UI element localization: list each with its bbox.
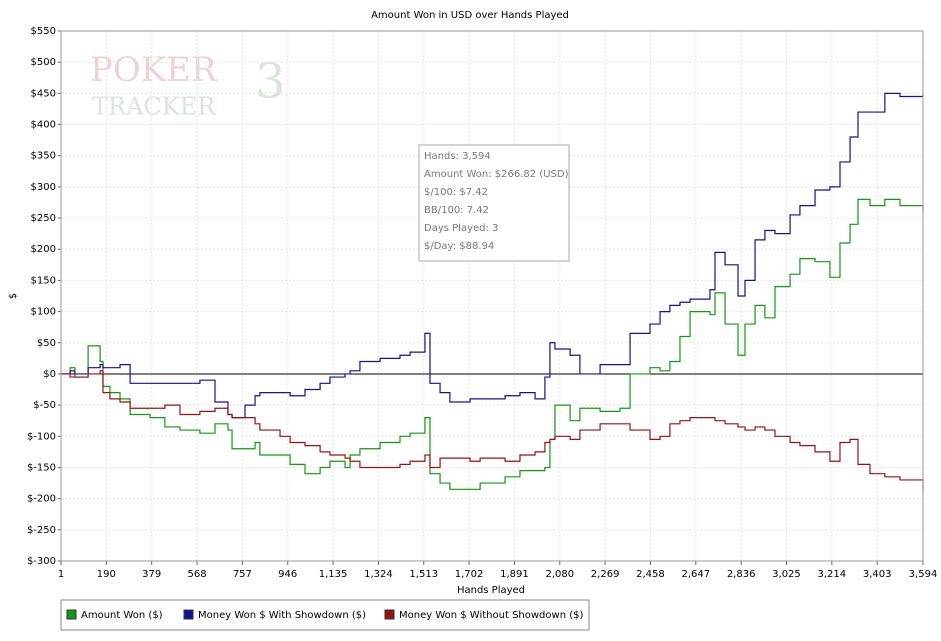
x-tick-label: 2,836 xyxy=(727,569,756,580)
x-tick-label: 2,647 xyxy=(681,569,710,580)
watermark-text: POKER xyxy=(90,50,218,90)
x-tick-label: 379 xyxy=(142,569,161,580)
legend-box xyxy=(60,599,590,631)
tooltip-line: BB/100: 7.42 xyxy=(424,205,489,216)
tooltip-line: Days Played: 3 xyxy=(424,223,498,234)
tooltip-line: $/100: $7.42 xyxy=(424,187,488,198)
x-tick-label: 1,891 xyxy=(500,569,529,580)
x-tick-label: 1,513 xyxy=(409,569,438,580)
y-tick-label: $-300 xyxy=(27,556,56,567)
legend: Amount Won ($) Money Won $ With Showdown … xyxy=(60,599,590,631)
series-line xyxy=(61,198,924,490)
x-tick-label: 3,403 xyxy=(863,569,892,580)
legend-swatch xyxy=(66,609,77,620)
watermark: POKER TRACKER 3 xyxy=(90,50,286,121)
x-tick-label: 3,214 xyxy=(818,569,847,580)
tooltip-box xyxy=(418,144,570,262)
y-tick-label: $-250 xyxy=(27,525,56,536)
y-tick-label: $0 xyxy=(43,369,56,380)
x-tick-label: 1,702 xyxy=(455,569,484,580)
tooltip-line: Hands: 3,594 xyxy=(424,151,491,162)
x-axis-label: Hands Played xyxy=(457,585,525,596)
y-tick-label: $500 xyxy=(31,57,56,68)
series-line xyxy=(61,92,924,419)
y-tick-label: $-150 xyxy=(27,462,56,473)
x-tick-label: 757 xyxy=(233,569,252,580)
legend-label: Money Won $ Without Showdown ($) xyxy=(399,610,583,621)
x-tick-label: 1 xyxy=(58,569,64,580)
x-tick-label: 2,458 xyxy=(636,569,665,580)
legend-label: Money Won $ With Showdown ($) xyxy=(198,610,366,621)
x-tick-label: 2,269 xyxy=(591,569,620,580)
y-tick-label: $550 xyxy=(31,26,56,37)
y-tick-label: $100 xyxy=(31,307,56,318)
legend-label: Amount Won ($) xyxy=(81,610,163,621)
watermark-text: TRACKER xyxy=(92,93,216,121)
x-tick-label: 190 xyxy=(97,569,116,580)
chart-title: Amount Won in USD over Hands Played xyxy=(371,10,569,21)
x-tick-label: 2,080 xyxy=(545,569,574,580)
plot-frame xyxy=(60,30,924,562)
y-axis-label: $ xyxy=(8,293,19,299)
y-tick-label: $200 xyxy=(31,244,56,255)
tooltip: Hands: 3,594 Amount Won: $266.82 (USD) $/1… xyxy=(418,144,570,262)
series-line xyxy=(61,370,924,493)
y-tick-label: $-50 xyxy=(33,400,56,411)
y-tick-label: $250 xyxy=(31,213,56,224)
x-tick-label: 568 xyxy=(187,569,206,580)
x-tick-label: 3,594 xyxy=(909,569,938,580)
y-tick-label: $450 xyxy=(31,88,56,99)
y-tick-label: $-200 xyxy=(27,494,56,505)
x-tick-label: 1,324 xyxy=(364,569,393,580)
tooltip-line: Amount Won: $266.82 (USD) xyxy=(424,169,569,180)
y-tick-label: $50 xyxy=(37,338,56,349)
x-tick-label: 946 xyxy=(278,569,297,580)
y-tick-label: $400 xyxy=(31,120,56,131)
y-tick-label: $350 xyxy=(31,151,56,162)
legend-swatch xyxy=(183,609,194,620)
tooltip-line: $/Day: $88.94 xyxy=(424,241,494,252)
y-tick-label: $-100 xyxy=(27,431,56,442)
x-tick-label: 3,025 xyxy=(772,569,801,580)
y-tick-label: $300 xyxy=(31,182,56,193)
x-tick-label: 1,135 xyxy=(319,569,348,580)
legend-swatch xyxy=(384,609,395,620)
y-tick-label: $150 xyxy=(31,275,56,286)
watermark-text: 3 xyxy=(255,54,286,110)
